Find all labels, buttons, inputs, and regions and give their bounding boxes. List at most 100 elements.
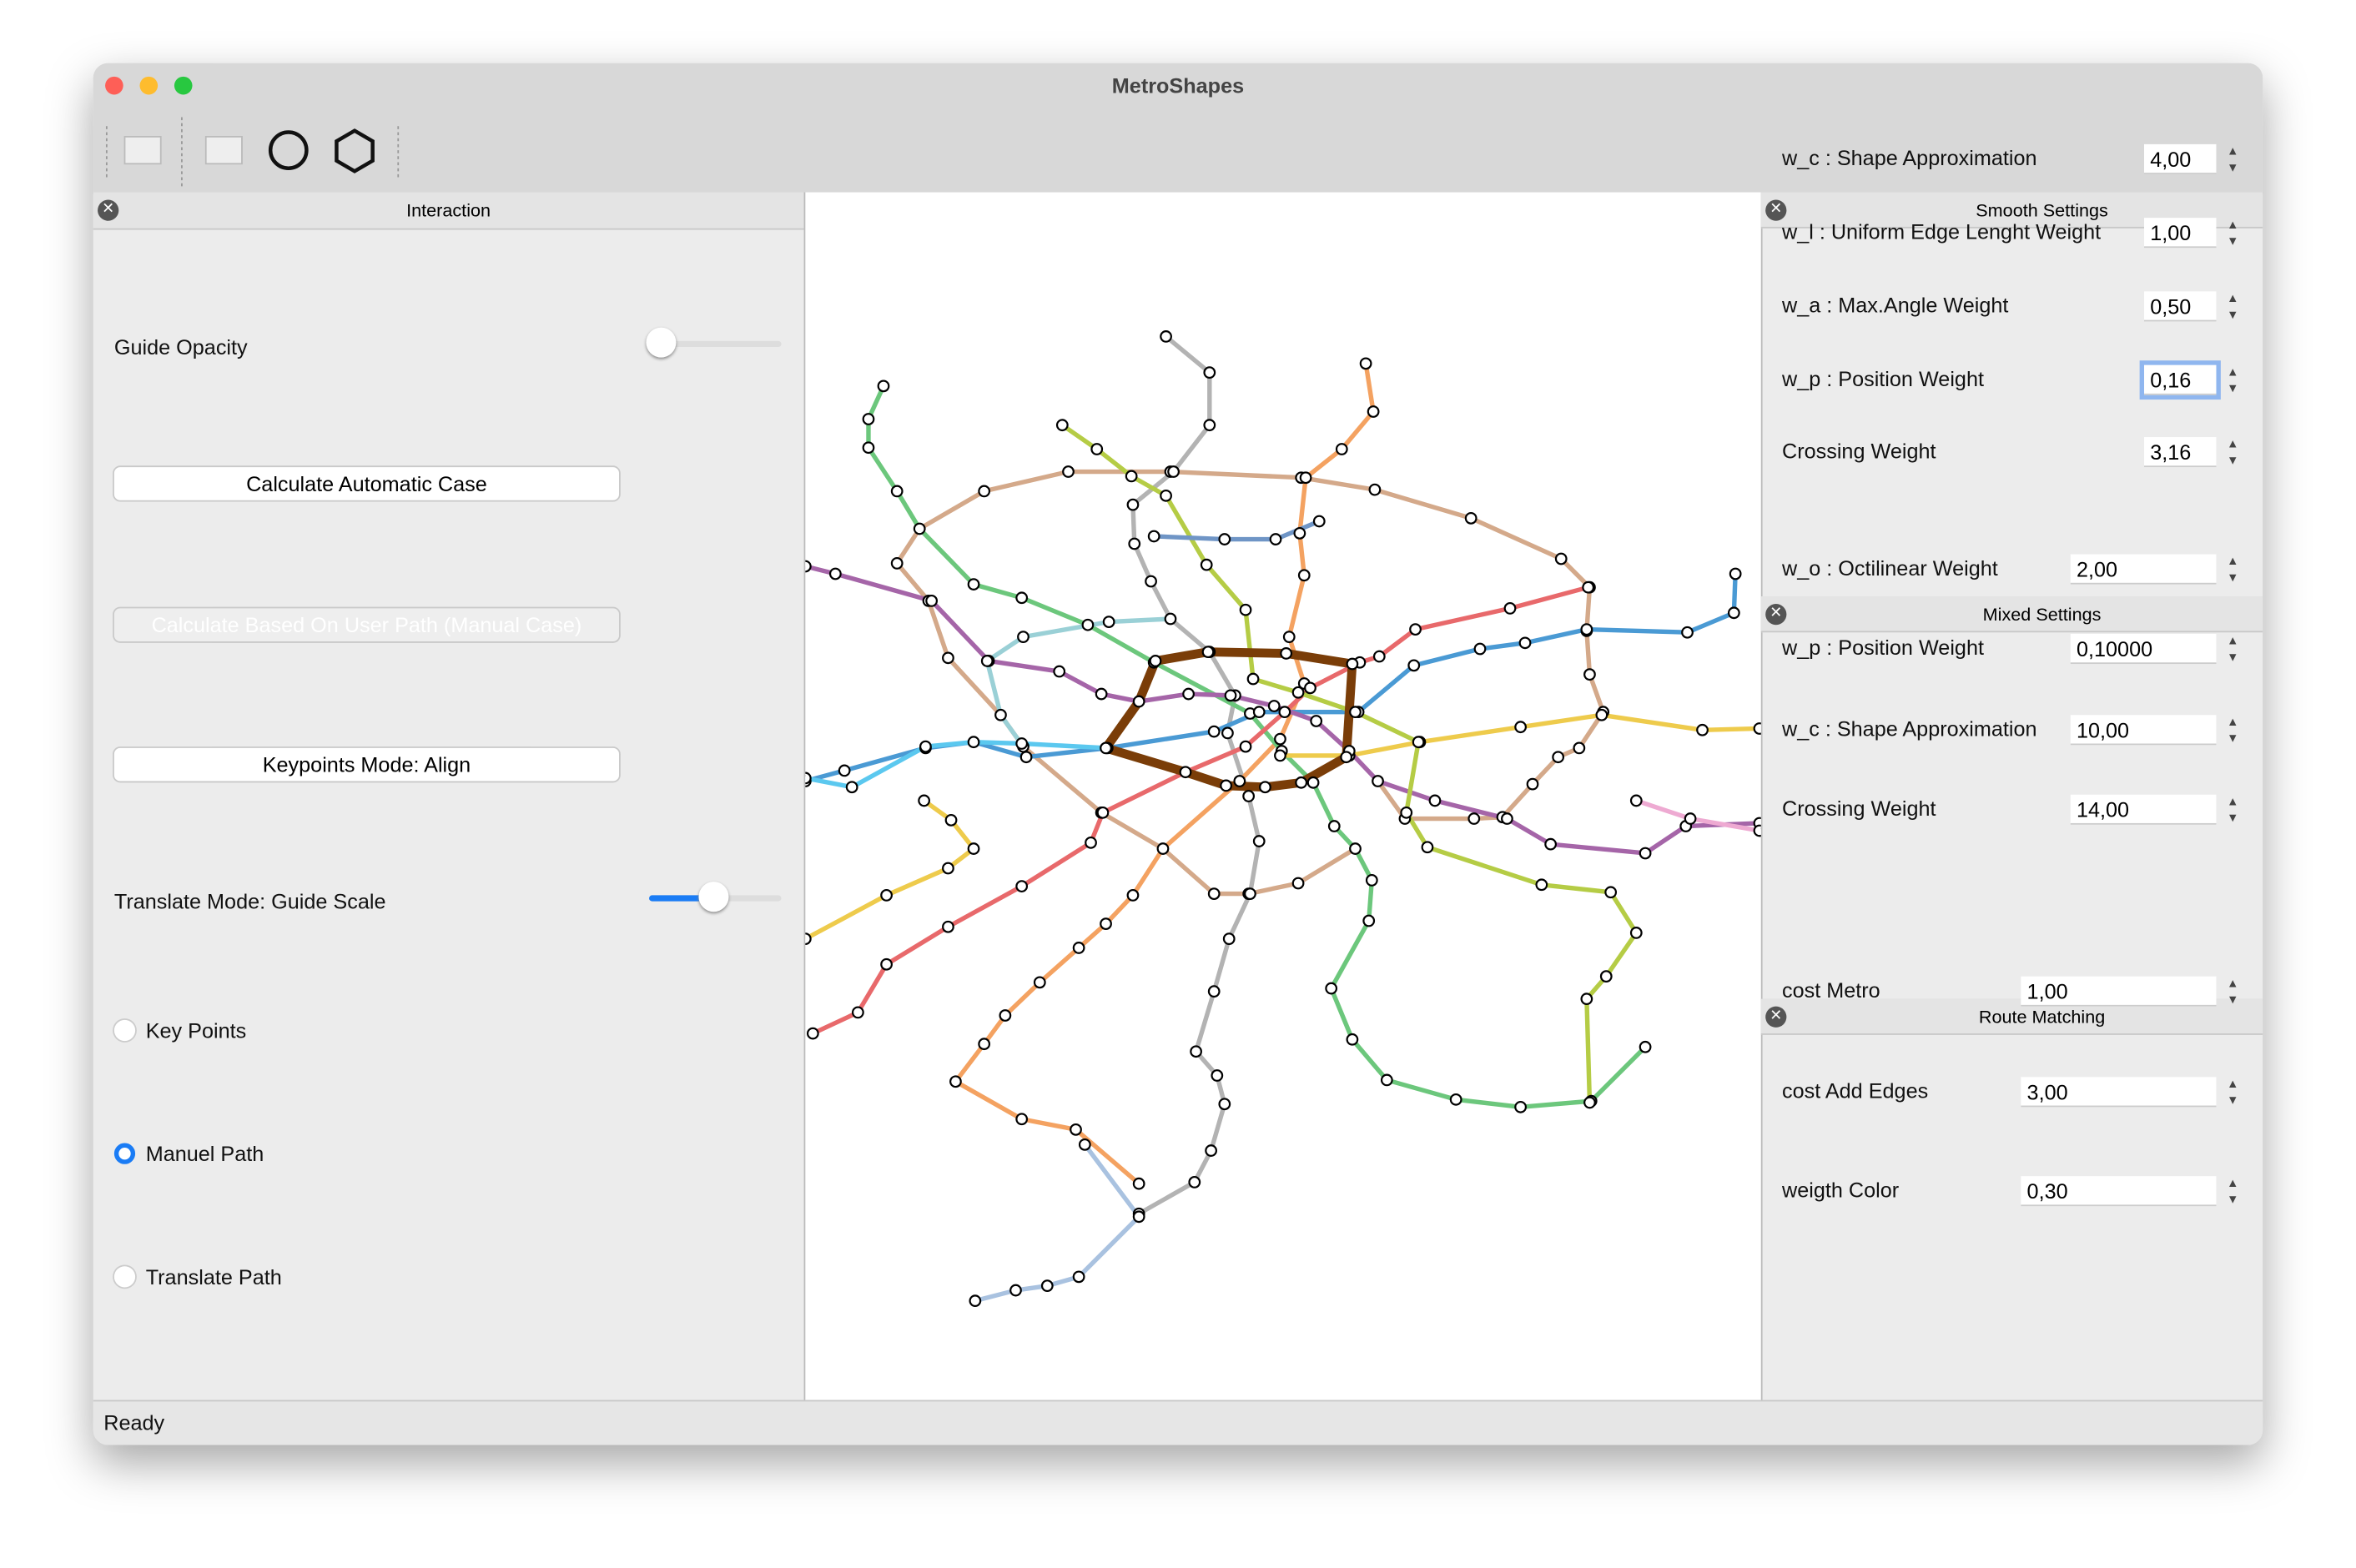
- station[interactable]: [804, 560, 812, 573]
- toolbar-icon[interactable]: [204, 135, 243, 165]
- station[interactable]: [1407, 659, 1421, 672]
- station[interactable]: [949, 1075, 962, 1088]
- station[interactable]: [918, 794, 930, 807]
- station[interactable]: [1544, 837, 1558, 851]
- station[interactable]: [1295, 776, 1308, 789]
- number-input[interactable]: 1,00: [2144, 218, 2217, 249]
- station[interactable]: [1203, 419, 1216, 432]
- station[interactable]: [1095, 687, 1108, 701]
- spin-buttons[interactable]: ▲ ▼: [2227, 634, 2239, 665]
- metro-map[interactable]: [803, 192, 1763, 1400]
- radio-label[interactable]: Translate Path: [145, 1264, 282, 1289]
- station[interactable]: [1126, 889, 1140, 902]
- station[interactable]: [1372, 775, 1384, 787]
- station[interactable]: [1160, 489, 1172, 502]
- station[interactable]: [967, 736, 980, 749]
- station[interactable]: [1072, 1270, 1085, 1284]
- station[interactable]: [890, 556, 904, 570]
- station[interactable]: [1126, 498, 1140, 511]
- station[interactable]: [1259, 781, 1271, 794]
- close-panel[interactable]: ✕: [1765, 199, 1787, 221]
- number-input[interactable]: 14,00: [2070, 794, 2217, 825]
- station[interactable]: [1599, 970, 1613, 983]
- station[interactable]: [828, 567, 842, 580]
- station[interactable]: [1365, 874, 1378, 887]
- station[interactable]: [1367, 405, 1380, 418]
- close-panel[interactable]: ✕: [1765, 1006, 1787, 1028]
- station[interactable]: [980, 655, 994, 667]
- radio-selected[interactable]: [113, 1143, 136, 1164]
- station[interactable]: [1428, 794, 1442, 807]
- button[interactable]: Calculate Automatic Case: [113, 467, 620, 500]
- station[interactable]: [1015, 880, 1029, 892]
- station[interactable]: [1349, 842, 1362, 855]
- station[interactable]: [1009, 1284, 1022, 1297]
- number-input[interactable]: 0,50: [2144, 291, 2217, 322]
- station[interactable]: [1535, 878, 1548, 892]
- station[interactable]: [1583, 1096, 1596, 1109]
- station[interactable]: [851, 1006, 864, 1019]
- station[interactable]: [1233, 775, 1246, 787]
- station[interactable]: [925, 595, 939, 607]
- station[interactable]: [1409, 623, 1422, 636]
- station[interactable]: [1583, 668, 1596, 681]
- station[interactable]: [1239, 603, 1252, 616]
- station[interactable]: [913, 522, 926, 535]
- station[interactable]: [1335, 443, 1348, 455]
- station[interactable]: [967, 842, 980, 855]
- minimize-button[interactable]: [139, 76, 159, 95]
- station[interactable]: [978, 485, 991, 498]
- station[interactable]: [1015, 591, 1029, 605]
- station[interactable]: [838, 764, 851, 777]
- spin-buttons[interactable]: ▲ ▼: [2227, 554, 2239, 585]
- station[interactable]: [1100, 917, 1112, 930]
- station[interactable]: [1278, 706, 1291, 719]
- station[interactable]: [1102, 616, 1115, 628]
- station[interactable]: [1220, 779, 1233, 792]
- number-input[interactable]: 0,16: [2144, 364, 2217, 395]
- station[interactable]: [1015, 737, 1029, 750]
- station[interactable]: [1128, 537, 1141, 550]
- station[interactable]: [1090, 443, 1104, 455]
- station[interactable]: [1696, 723, 1709, 736]
- station[interactable]: [1280, 647, 1293, 660]
- spin-buttons[interactable]: ▲ ▼: [2227, 143, 2239, 174]
- station[interactable]: [1368, 483, 1382, 496]
- spin-buttons[interactable]: ▲ ▼: [2227, 437, 2239, 468]
- radio[interactable]: [113, 1019, 136, 1042]
- station[interactable]: [942, 651, 954, 665]
- radio-label[interactable]: Manuel Path: [145, 1141, 264, 1166]
- slider[interactable]: [649, 340, 782, 348]
- station[interactable]: [1149, 655, 1162, 667]
- station[interactable]: [1147, 530, 1160, 543]
- station[interactable]: [1132, 1177, 1145, 1190]
- station[interactable]: [1729, 567, 1742, 580]
- button[interactable]: Keypoints Mode: Align: [113, 747, 620, 781]
- station[interactable]: [1203, 366, 1216, 379]
- station[interactable]: [1310, 715, 1323, 727]
- button[interactable]: Calculate Based On User Path (Manual Cas…: [113, 608, 620, 642]
- station[interactable]: [1291, 877, 1305, 890]
- station[interactable]: [1078, 1138, 1091, 1151]
- station[interactable]: [1274, 749, 1286, 762]
- station[interactable]: [1062, 465, 1075, 478]
- station[interactable]: [1015, 1113, 1029, 1126]
- station[interactable]: [1304, 681, 1316, 695]
- station[interactable]: [1125, 470, 1138, 483]
- station[interactable]: [1207, 887, 1221, 900]
- number-input[interactable]: 1,00: [2021, 976, 2217, 1007]
- station[interactable]: [1244, 887, 1256, 900]
- station[interactable]: [1727, 606, 1740, 620]
- station[interactable]: [1200, 558, 1213, 571]
- station[interactable]: [804, 771, 812, 785]
- station[interactable]: [1096, 806, 1110, 819]
- station[interactable]: [1327, 820, 1341, 832]
- station[interactable]: [1340, 751, 1353, 764]
- station[interactable]: [1182, 687, 1195, 701]
- station[interactable]: [1595, 708, 1608, 721]
- station[interactable]: [1221, 726, 1234, 740]
- station[interactable]: [1604, 886, 1618, 899]
- station[interactable]: [1070, 1123, 1082, 1136]
- station[interactable]: [978, 1038, 991, 1051]
- station[interactable]: [1325, 982, 1338, 995]
